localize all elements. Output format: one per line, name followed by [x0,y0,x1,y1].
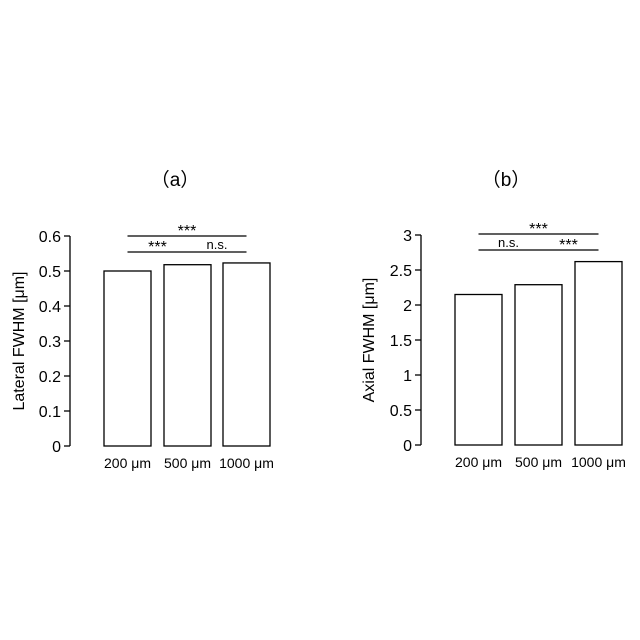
y-tick-label: 2.5 [390,263,412,280]
significance-label: *** [148,239,167,256]
panel-label: （a） [151,169,200,191]
x-category-label: 500 μm [164,455,211,471]
x-category-label: 200 μm [104,455,151,471]
significance-label: n.s. [207,237,228,252]
panel-label: （b） [482,169,531,191]
bar-2 [575,262,622,445]
significance-label: *** [529,221,548,238]
y-tick-label: 1.5 [390,333,412,350]
y-tick-label: 0.3 [39,334,61,351]
x-category-label: 200 μm [455,454,502,470]
y-tick-label: 2 [403,298,412,315]
y-tick-label: 0 [52,439,61,456]
y-axis-title: Lateral FWHM [μm] [11,271,28,410]
x-category-label: 1000 μm [219,455,274,471]
y-tick-label: 0.5 [39,264,61,281]
bar-0 [104,271,151,446]
y-tick-label: 1 [403,368,412,385]
chart-panel-0: （a） 0 0.1 0.2 0.3 0.4 0.5 0.6 Lateral FWHM [μm] 2… [11,169,274,471]
y-tick-label: 3 [403,228,412,245]
significance-label: n.s. [498,235,519,250]
significance-label: *** [559,237,578,254]
y-tick-label: 0.4 [39,299,61,316]
chart-panel-1: （b） 0 0.5 1 1.5 2 2.5 3 Axial FWHM [μm] 200 μm 500… [361,169,626,470]
x-category-label: 500 μm [515,454,562,470]
bar-1 [164,265,211,446]
y-tick-label: 0.5 [390,403,412,420]
bar-2 [223,263,270,446]
bar-0 [455,295,502,446]
significance-label: *** [178,223,197,240]
y-tick-label: 0 [403,438,412,455]
y-tick-label: 0.6 [39,229,61,246]
y-tick-label: 0.1 [39,404,61,421]
x-category-label: 1000 μm [571,454,626,470]
y-tick-label: 0.2 [39,369,61,386]
bar-1 [515,285,562,445]
y-axis-title: Axial FWHM [μm] [361,278,378,403]
